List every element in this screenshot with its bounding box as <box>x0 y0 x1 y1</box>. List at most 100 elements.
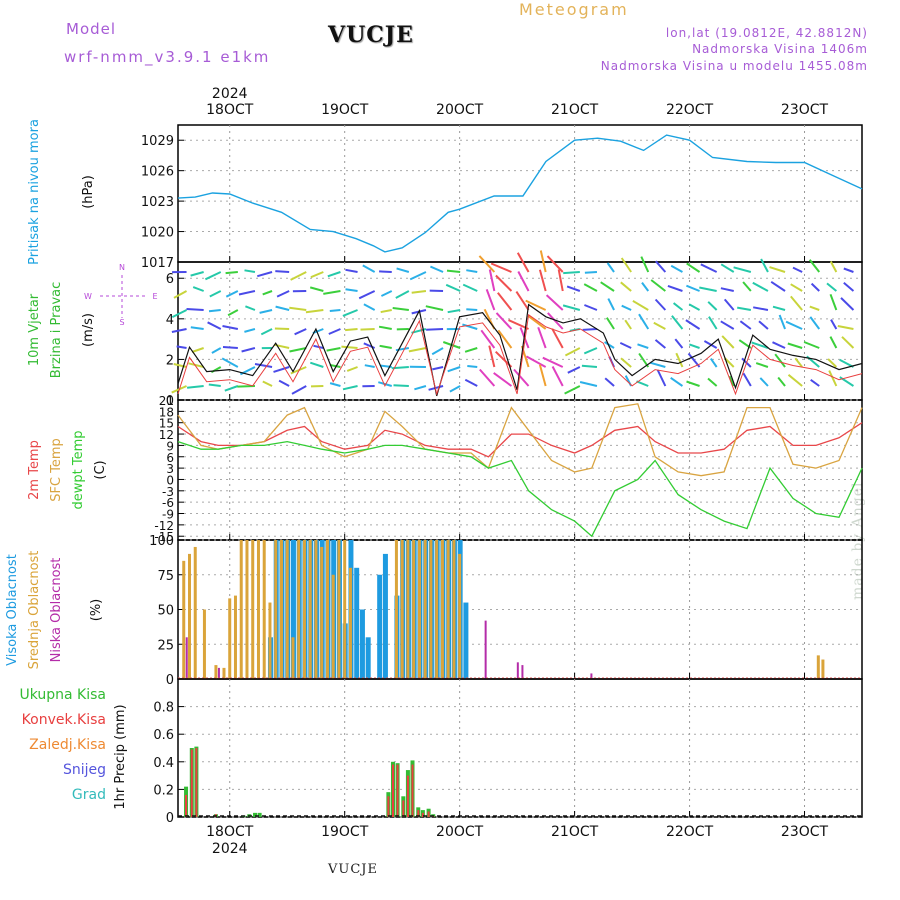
wind-barb <box>686 262 701 273</box>
precip-y-tick-label: 0.6 <box>153 728 174 743</box>
wind-barb <box>191 347 204 353</box>
wind-barb <box>173 363 187 368</box>
wind-barb <box>449 385 461 393</box>
mid-cloud-bar <box>297 540 301 679</box>
wind-barb <box>551 366 564 387</box>
wind-barb <box>841 336 855 349</box>
precip-legend-label: Konvek.Kisa <box>22 712 106 728</box>
conv-precip-bar <box>406 775 409 817</box>
wind-barb <box>515 291 530 311</box>
mid-cloud-bar <box>406 540 410 679</box>
precip-legend-label: Grad <box>72 787 106 803</box>
wind-axis-label: 10m Vjetar <box>27 293 42 366</box>
wind-barb <box>208 309 221 313</box>
temperature-y-tick-label: 6 <box>166 451 174 465</box>
wind-barb <box>431 347 444 356</box>
wind-barb <box>346 366 358 372</box>
wind-barb <box>685 319 701 330</box>
wind-y-tick-label: 0 <box>166 394 174 409</box>
mid-cloud-bar <box>325 540 329 679</box>
wind-barb <box>624 319 632 330</box>
precip-legend-label: Snijeg <box>63 762 106 778</box>
wind-y-tick-label: 2 <box>166 353 174 368</box>
wind-barb <box>342 385 358 391</box>
wind-barb <box>674 338 684 349</box>
wind-barb <box>260 328 273 336</box>
mid-cloud-bar <box>256 540 260 679</box>
mid-cloud-bar <box>251 540 255 679</box>
meteogram-label: Meteogram <box>519 0 629 19</box>
wind-barb <box>583 283 598 292</box>
wind-barb <box>686 284 700 292</box>
wind-barb <box>563 271 580 275</box>
wind-barb <box>810 282 820 292</box>
temp-unit-label: (C) <box>93 460 108 479</box>
wind-unit-label: (m/s) <box>81 313 96 347</box>
mid-cloud-bar <box>452 540 456 679</box>
pressure-axis-label: Pritisak na nivou mora <box>27 119 42 265</box>
wind-barb <box>620 357 632 368</box>
wind-barb <box>309 286 324 292</box>
wind-barb <box>636 380 649 387</box>
temp-line-0 <box>177 422 863 458</box>
pressure-y-tick-label: 1017 <box>141 256 174 271</box>
wind-barb <box>378 381 393 387</box>
total-precip-bar <box>257 812 262 817</box>
pressure-y-tick-label: 1029 <box>141 134 174 149</box>
wind-barb <box>787 374 803 387</box>
wind-barb <box>309 361 324 368</box>
wind-barb <box>567 366 581 374</box>
wind-barb <box>379 344 392 349</box>
wind-barb <box>654 298 667 311</box>
wind-barb <box>462 323 478 330</box>
wind-barb <box>837 325 854 330</box>
dewpt-axis-label: dewpt Temp <box>71 430 86 509</box>
temperature-y-tick-label: -3 <box>162 485 174 499</box>
wind-barb <box>326 347 341 352</box>
mid-cloud-bar <box>291 637 295 679</box>
wind-barb <box>733 266 752 273</box>
wind-barb <box>606 262 615 273</box>
wind-barb <box>211 347 222 354</box>
mid-cloud-bar <box>239 540 243 679</box>
wind-barb <box>294 328 307 336</box>
conv-precip-bar <box>387 796 390 817</box>
wind-barb <box>478 255 496 273</box>
wind-barb <box>542 356 564 368</box>
mid-cloud-bar <box>417 540 421 679</box>
wind-barb <box>760 258 769 273</box>
footer-station: VUCJE <box>328 862 378 877</box>
wind-axis-label-2: Brzina i Pravac <box>49 282 64 379</box>
mid-cloud-bar <box>187 553 191 679</box>
wind-barb <box>188 362 204 368</box>
wind-barb <box>447 366 461 373</box>
wind-barb <box>700 263 718 273</box>
wind-barb <box>808 259 821 273</box>
compass-s-label: S <box>119 318 124 327</box>
cloud-y-tick-label: 100 <box>149 534 174 549</box>
wind-barb <box>656 369 667 387</box>
wind-barb <box>600 281 615 292</box>
wind-barb <box>604 377 615 387</box>
wind-barb <box>828 370 838 387</box>
wind-barb <box>772 341 786 349</box>
wind-barb <box>225 271 238 275</box>
wind-barb <box>653 321 666 330</box>
wind-barb <box>171 309 187 318</box>
wind-barb <box>329 382 341 387</box>
wind-barb <box>708 316 718 330</box>
pressure-unit-label: (hPa) <box>81 175 96 209</box>
conv-precip-bar <box>417 810 420 817</box>
wind-barb <box>790 295 803 311</box>
wind-barb <box>396 267 410 273</box>
wind-barb <box>171 328 187 333</box>
mid-cloud-bar <box>821 659 825 679</box>
wind-barb <box>538 364 547 387</box>
wind-barb <box>723 357 735 368</box>
low-cloud-bar <box>484 620 487 679</box>
wind-barb <box>843 267 854 273</box>
mid-cloud-bar <box>214 665 218 679</box>
wind-barb <box>579 381 598 387</box>
wind-barb <box>273 366 290 373</box>
wind-barb <box>769 266 786 273</box>
